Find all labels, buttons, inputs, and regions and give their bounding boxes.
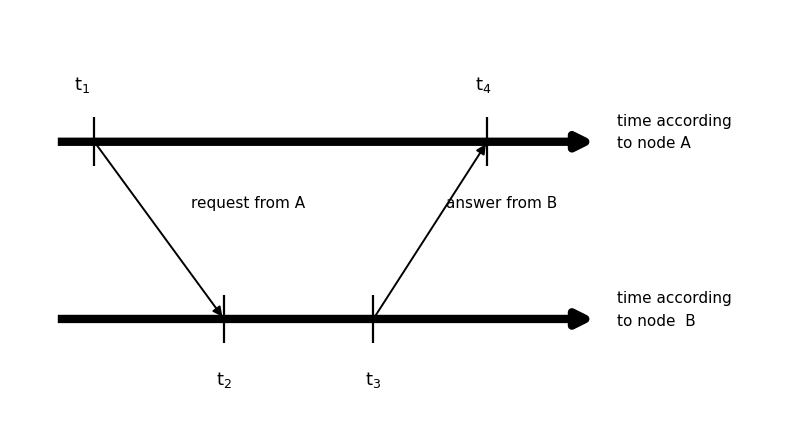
Text: time according
to node  B: time according to node B <box>617 291 732 329</box>
Text: time according
to node A: time according to node A <box>617 114 732 152</box>
Text: t$_4$: t$_4$ <box>476 75 491 95</box>
Text: t$_2$: t$_2$ <box>216 370 232 390</box>
Text: t$_1$: t$_1$ <box>75 75 90 95</box>
Text: answer from B: answer from B <box>446 196 557 211</box>
Text: request from A: request from A <box>190 196 305 211</box>
Text: t$_3$: t$_3$ <box>365 370 381 390</box>
